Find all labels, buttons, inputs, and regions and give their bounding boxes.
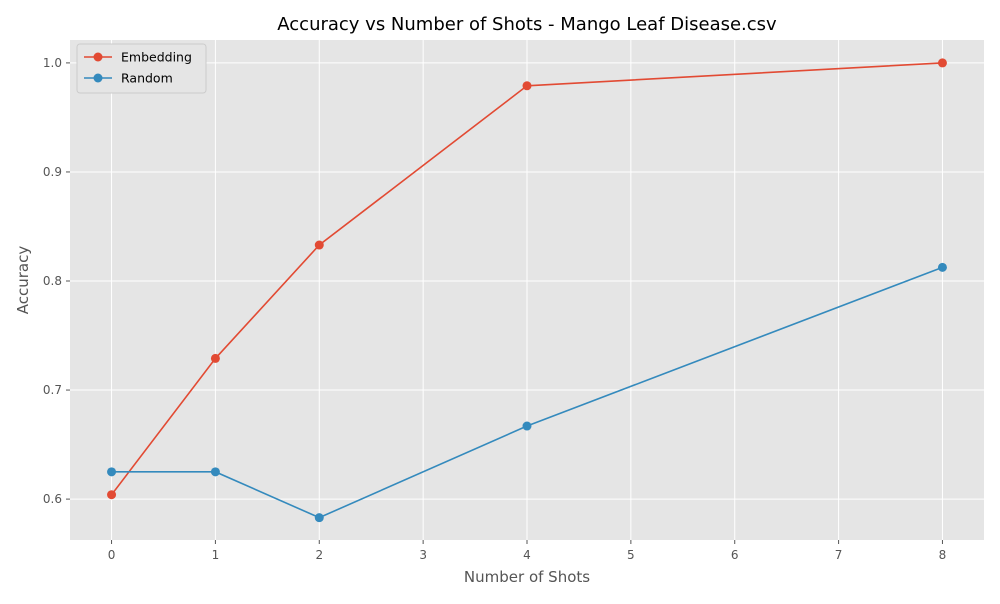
x-tick-label: 6 [731,548,739,562]
data-point-embedding [314,240,324,250]
data-point-random [937,262,947,272]
y-axis-label: Accuracy [14,246,32,315]
x-tick-label: 8 [939,548,947,562]
x-tick-label: 4 [523,548,531,562]
data-point-embedding [210,353,220,363]
x-tick-label: 5 [627,548,635,562]
series-embedding [107,58,947,500]
legend: Embedding Random [76,43,207,94]
legend-label-embedding: Embedding [121,50,192,65]
y-tick-label: 1.0 [43,56,62,70]
x-tick-label: 0 [108,548,116,562]
y-tick-label: 0.9 [43,165,62,179]
legend-label-random: Random [121,71,173,86]
data-point-random [107,467,117,477]
series-random [107,262,947,523]
data-point-random [522,421,532,431]
data-point-random [210,467,220,477]
y-tick-label: 0.8 [43,274,62,288]
data-point-embedding [107,490,117,500]
x-tick-label: 7 [835,548,843,562]
legend-marker-embedding [93,52,103,62]
data-point-random [314,513,324,523]
x-tick-label: 2 [315,548,323,562]
x-axis-label: Number of Shots [464,568,590,586]
grid [70,40,984,540]
legend-marker-random [93,73,103,83]
series-layer [107,58,947,523]
x-tick-label: 3 [419,548,427,562]
chart-title: Accuracy vs Number of Shots - Mango Leaf… [277,14,777,35]
data-point-embedding [522,81,532,91]
x-tick-label: 1 [212,548,220,562]
y-tick-label: 0.6 [43,492,62,506]
y-tick-label: 0.7 [43,383,62,397]
data-point-embedding [937,58,947,68]
tick-labels: 0 1 2 3 4 5 6 7 8 0.6 0.7 0.8 0.9 1.0 [43,56,946,562]
